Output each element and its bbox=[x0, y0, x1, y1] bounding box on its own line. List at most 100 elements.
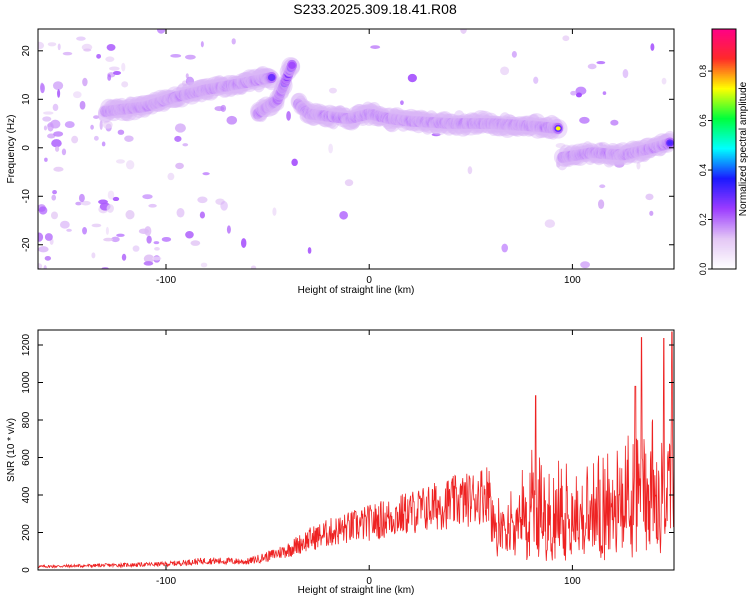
colorbar-swatch bbox=[712, 85, 736, 88]
colorbar-swatch bbox=[712, 109, 736, 112]
colorbar-swatch bbox=[712, 33, 736, 36]
noise-speck bbox=[121, 62, 126, 72]
colorbar-swatch bbox=[712, 79, 736, 82]
y-tick-label: 0 bbox=[21, 145, 32, 151]
noise-speck bbox=[185, 54, 196, 60]
noise-speck bbox=[185, 76, 195, 86]
colorbar-swatch bbox=[712, 195, 736, 198]
colorbar-swatch bbox=[712, 141, 736, 144]
noise-speck bbox=[106, 44, 116, 51]
noise-speck bbox=[291, 158, 298, 167]
noise-speck bbox=[407, 73, 417, 83]
colorbar-swatch bbox=[712, 41, 736, 44]
colorbar-swatch bbox=[712, 53, 736, 56]
noise-speck bbox=[38, 246, 49, 253]
noise-speck bbox=[57, 89, 61, 98]
colorbar-swatch bbox=[712, 153, 736, 156]
colorbar-swatch bbox=[712, 101, 736, 104]
noise-speck bbox=[555, 142, 566, 149]
noise-speck bbox=[82, 77, 88, 87]
x-tick-label: 0 bbox=[366, 275, 372, 286]
noise-speck bbox=[61, 148, 67, 156]
noise-speck bbox=[83, 48, 92, 52]
noise-speck bbox=[115, 159, 125, 164]
colorbar-swatch bbox=[712, 211, 736, 214]
noise-speck bbox=[51, 139, 62, 148]
noise-speck bbox=[587, 63, 597, 70]
noise-speck bbox=[220, 201, 228, 211]
noise-speck bbox=[570, 90, 577, 96]
noise-speck bbox=[113, 70, 121, 76]
noise-speck bbox=[75, 201, 82, 206]
noise-speck bbox=[91, 223, 102, 228]
colorbar-swatch bbox=[712, 187, 736, 190]
y-tick-label: -20 bbox=[21, 237, 32, 252]
colorbar-swatch bbox=[712, 95, 736, 98]
noise-speck bbox=[250, 265, 257, 269]
colorbar-swatch bbox=[712, 159, 736, 162]
colorbar-swatch bbox=[712, 235, 736, 238]
colorbar-tick-label: 0.0 bbox=[698, 263, 708, 276]
colorbar-label: Normalized spectral amplitude bbox=[738, 81, 749, 216]
colorbar-swatch bbox=[712, 221, 736, 224]
colorbar-swatch bbox=[712, 139, 736, 142]
colorbar-swatch bbox=[712, 255, 736, 258]
noise-speck bbox=[170, 53, 182, 58]
noise-speck bbox=[107, 74, 112, 81]
noise-speck bbox=[153, 241, 160, 245]
colorbar: 0.0 0.2 0.4 0.6 0.8 Normalized spectral ampli… bbox=[698, 28, 749, 276]
noise-speck bbox=[182, 143, 189, 147]
noise-speck bbox=[148, 203, 157, 208]
noise-speck bbox=[575, 92, 582, 98]
colorbar-swatch bbox=[712, 267, 736, 270]
noise-speck bbox=[511, 50, 517, 58]
ridge-core bbox=[289, 63, 295, 68]
y-tick-label: -10 bbox=[21, 189, 32, 204]
noise-speck bbox=[80, 200, 91, 206]
noise-speck bbox=[645, 193, 654, 201]
y-tick-label: 800 bbox=[21, 411, 32, 428]
colorbar-swatch bbox=[712, 241, 736, 244]
noise-speck bbox=[400, 100, 404, 106]
colorbar-swatch bbox=[712, 251, 736, 254]
colorbar-swatch bbox=[712, 89, 736, 92]
colorbar-swatch bbox=[712, 209, 736, 212]
noise-speck bbox=[50, 119, 61, 129]
colorbar-swatch bbox=[712, 73, 736, 76]
noise-speck bbox=[51, 194, 57, 201]
colorbar-swatch bbox=[712, 97, 736, 100]
noise-speck bbox=[286, 110, 291, 121]
noise-speck bbox=[82, 226, 87, 235]
colorbar-swatch bbox=[712, 185, 736, 188]
noise-speck bbox=[142, 194, 153, 200]
ridge-core bbox=[667, 140, 673, 145]
noise-speck bbox=[38, 206, 48, 215]
noise-speck bbox=[501, 243, 508, 253]
colorbar-swatch bbox=[712, 143, 736, 146]
colorbar-swatch bbox=[712, 253, 736, 256]
noise-speck bbox=[240, 238, 247, 248]
y-tick-label: 1200 bbox=[21, 333, 32, 356]
colorbar-swatch bbox=[712, 121, 736, 124]
noise-speck bbox=[124, 135, 134, 142]
noise-speck bbox=[202, 172, 210, 176]
colorbar-swatch bbox=[712, 203, 736, 206]
colorbar-swatch bbox=[712, 125, 736, 128]
colorbar-swatch bbox=[712, 81, 736, 84]
noise-speck bbox=[62, 51, 73, 56]
noise-speck bbox=[174, 123, 186, 133]
colorbar-swatch bbox=[712, 65, 736, 68]
noise-speck bbox=[40, 82, 44, 91]
colorbar-swatch bbox=[712, 145, 736, 148]
colorbar-swatch bbox=[712, 135, 736, 138]
noise-speck bbox=[602, 91, 607, 96]
noise-speck bbox=[231, 38, 236, 45]
noise-speck bbox=[175, 162, 184, 170]
noise-speck bbox=[112, 196, 120, 202]
noise-speck bbox=[38, 232, 44, 242]
colorbar-swatch bbox=[712, 133, 736, 136]
noise-speck bbox=[328, 87, 337, 94]
noise-speck bbox=[649, 210, 654, 216]
x-tick-label: -100 bbox=[156, 576, 176, 587]
